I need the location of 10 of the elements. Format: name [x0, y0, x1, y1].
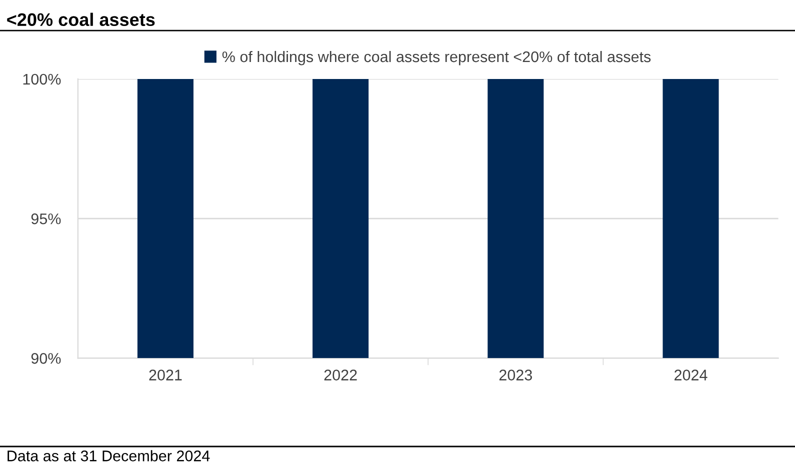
chart-title: <20% coal assets	[7, 12, 155, 26]
x-tick-label: 2021	[149, 370, 182, 380]
y-tick-label: 95%	[31, 213, 61, 224]
x-tick-label: 2023	[499, 370, 532, 380]
y-tick-label: 100%	[23, 74, 61, 85]
x-tick-label: 2024	[674, 370, 708, 380]
text: Data as at 31 December 2024	[8, 450, 210, 462]
y-tick-label: 90%	[31, 353, 61, 364]
legend-label: % of holdings where coal assets represent <20% of total assets	[222, 50, 651, 66]
x-tick-label: 2022	[324, 370, 357, 380]
